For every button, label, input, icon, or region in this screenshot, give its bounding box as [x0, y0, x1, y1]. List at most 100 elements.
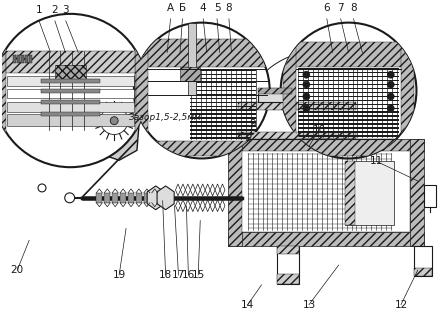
Bar [345, 161, 394, 224]
Bar [180, 67, 200, 80]
Bar [190, 125, 256, 127]
Bar [7, 103, 134, 112]
Bar [299, 88, 399, 89]
Bar [6, 51, 135, 73]
Bar [190, 121, 256, 123]
Text: 16: 16 [182, 270, 195, 280]
Circle shape [303, 71, 310, 78]
Bar [299, 68, 399, 69]
Circle shape [101, 107, 128, 135]
Circle shape [387, 93, 394, 100]
Bar [54, 65, 86, 79]
Bar [410, 140, 424, 246]
Polygon shape [210, 184, 215, 196]
Text: 17: 17 [172, 270, 185, 280]
Polygon shape [220, 200, 225, 212]
Bar [190, 117, 256, 119]
Text: 5: 5 [214, 3, 220, 13]
Polygon shape [175, 200, 180, 212]
Circle shape [303, 105, 310, 112]
Bar [414, 268, 431, 276]
Bar [190, 110, 256, 111]
Bar [128, 193, 134, 203]
Polygon shape [85, 61, 139, 160]
Bar [112, 193, 118, 203]
Circle shape [38, 184, 46, 192]
Bar [190, 74, 256, 75]
Bar [13, 55, 16, 63]
Bar [41, 79, 100, 82]
Bar [7, 114, 134, 126]
Bar [257, 88, 292, 94]
Bar [7, 76, 134, 86]
Bar [136, 50, 148, 141]
Bar [277, 246, 299, 254]
Polygon shape [180, 184, 186, 196]
Text: Б: Б [179, 3, 186, 13]
Polygon shape [175, 184, 180, 196]
Text: 20: 20 [11, 265, 24, 275]
Bar [238, 102, 357, 140]
Polygon shape [195, 184, 200, 196]
Text: 1: 1 [36, 5, 43, 15]
Bar [136, 193, 142, 203]
Bar [190, 86, 256, 87]
Bar [190, 102, 256, 103]
Bar [345, 161, 354, 224]
Circle shape [303, 93, 310, 100]
Polygon shape [190, 184, 195, 196]
Bar [190, 98, 256, 99]
Bar [299, 116, 399, 117]
Bar [400, 48, 415, 139]
Polygon shape [205, 184, 210, 196]
Bar [299, 104, 399, 105]
Polygon shape [180, 200, 186, 212]
Bar [190, 137, 256, 139]
Bar [299, 131, 399, 133]
Circle shape [110, 117, 118, 125]
Bar [190, 129, 256, 131]
Bar [299, 96, 399, 97]
Polygon shape [215, 184, 220, 196]
Text: 12: 12 [394, 300, 408, 310]
Bar [424, 185, 435, 207]
Bar [299, 92, 399, 93]
Bar [190, 106, 256, 107]
Polygon shape [215, 200, 220, 212]
Bar [299, 72, 399, 73]
Bar [7, 89, 134, 99]
Bar [41, 101, 100, 104]
Bar [299, 84, 399, 85]
Text: 13: 13 [303, 300, 316, 310]
Bar [299, 135, 399, 137]
Bar [299, 112, 399, 113]
Bar [190, 78, 256, 79]
Bar [228, 232, 424, 246]
Bar [120, 193, 126, 203]
Circle shape [134, 23, 270, 158]
Bar [238, 132, 357, 140]
Bar [299, 123, 399, 125]
Polygon shape [200, 184, 205, 196]
Bar [152, 193, 158, 203]
Polygon shape [186, 200, 190, 212]
Text: 8: 8 [225, 3, 232, 13]
Polygon shape [200, 200, 205, 212]
Bar [228, 140, 242, 246]
Circle shape [281, 23, 416, 158]
Bar [188, 23, 196, 96]
Text: 11: 11 [369, 156, 383, 166]
Text: 10: 10 [312, 125, 326, 135]
Polygon shape [205, 200, 210, 212]
Bar [41, 112, 100, 116]
Polygon shape [190, 200, 195, 212]
Bar [104, 193, 110, 203]
Text: 15: 15 [192, 270, 205, 280]
Text: 6: 6 [323, 3, 330, 13]
Bar [257, 88, 292, 102]
Bar [190, 82, 256, 83]
Bar [41, 89, 100, 93]
Circle shape [303, 81, 310, 88]
Bar [299, 80, 399, 81]
Text: 14: 14 [241, 300, 254, 310]
